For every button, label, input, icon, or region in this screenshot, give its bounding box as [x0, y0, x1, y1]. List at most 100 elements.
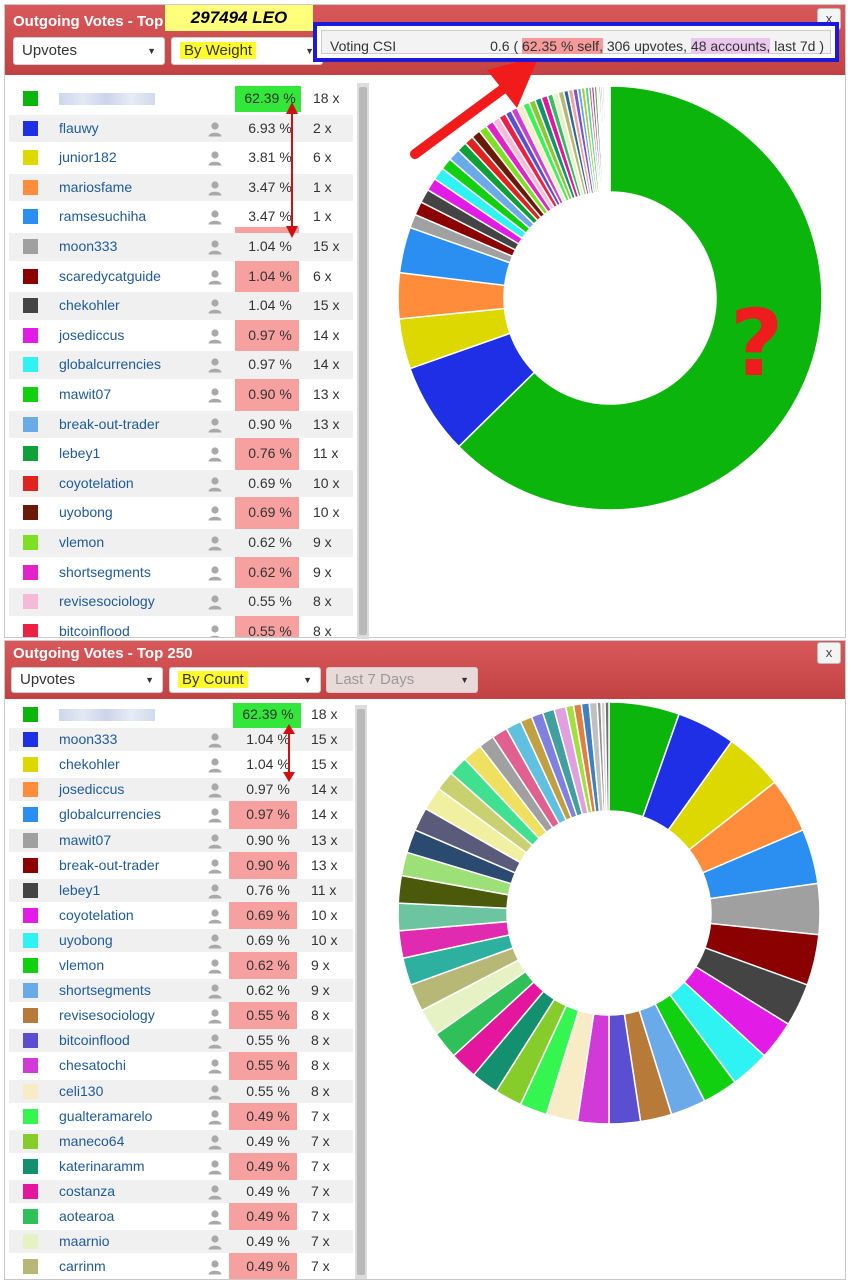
list-item[interactable]: uyobong 0.69 % 10 x	[9, 928, 353, 952]
list-item[interactable]: scaredycatguide 1.04 % 6 x	[9, 263, 353, 291]
list-item[interactable]: costanza 0.49 % 7 x	[9, 1179, 353, 1203]
account-name-link[interactable]: coyotelation	[59, 906, 134, 923]
account-name-link[interactable]: maarnio	[59, 1233, 110, 1250]
account-name-link[interactable]: junior182	[59, 149, 117, 166]
account-name-link[interactable]: josediccus	[59, 781, 125, 798]
account-name-link[interactable]: break-out-trader	[59, 856, 160, 873]
account-name-link[interactable]: shortsegments	[59, 982, 151, 999]
list-item[interactable]: revisesociology 0.55 % 8 x	[9, 1004, 353, 1027]
user-icon[interactable]	[207, 565, 223, 581]
bottom-list-scroll-thumb[interactable]	[357, 709, 365, 1275]
account-name-link[interactable]: vlemon	[59, 534, 105, 550]
user-icon[interactable]	[207, 1058, 223, 1074]
list-item[interactable]: mawit07 0.90 % 13 x	[9, 381, 353, 409]
account-name-link[interactable]: josediccus	[59, 326, 125, 343]
account-name-link[interactable]: celi130	[59, 1082, 104, 1099]
account-name-link[interactable]: bitcoinflood	[59, 1032, 130, 1049]
account-name-link[interactable]: gualteramarelo	[59, 1107, 153, 1124]
bottom-vote-type-select[interactable]: Upvotes ▼	[11, 667, 163, 693]
list-item[interactable]: katerinaramm 0.49 % 7 x	[9, 1155, 353, 1178]
top-sort-select[interactable]: By Weight ▼	[171, 37, 323, 65]
account-name-link[interactable]: uyobong	[59, 931, 113, 948]
account-name-link[interactable]: flauwy	[59, 119, 99, 136]
user-icon[interactable]	[207, 209, 223, 225]
list-item[interactable]: flauwy 6.93 % 2 x	[9, 114, 353, 143]
list-item[interactable]: maarnio 0.49 % 7 x	[9, 1230, 353, 1254]
user-icon[interactable]	[207, 1184, 223, 1200]
list-item[interactable]: break-out-trader 0.90 % 13 x	[9, 854, 353, 877]
list-item[interactable]: 62.39 % 18 x	[9, 85, 353, 113]
list-item[interactable]: vlemon 0.62 % 9 x	[9, 529, 353, 557]
user-icon[interactable]	[207, 1033, 223, 1049]
list-item[interactable]: uyobong 0.69 % 10 x	[9, 499, 353, 527]
list-item[interactable]: shortsegments 0.62 % 9 x	[9, 979, 353, 1003]
list-item[interactable]: shortsegments 0.62 % 9 x	[9, 559, 353, 587]
user-icon[interactable]	[207, 505, 223, 521]
user-icon[interactable]	[207, 983, 223, 999]
user-icon[interactable]	[207, 624, 223, 637]
user-icon[interactable]	[207, 417, 223, 433]
list-item[interactable]: chesatochi 0.55 % 8 x	[9, 1054, 353, 1077]
user-icon[interactable]	[207, 357, 223, 373]
account-name-link[interactable]: revisesociology	[59, 593, 155, 610]
user-icon[interactable]	[207, 732, 223, 748]
user-icon[interactable]	[207, 269, 223, 285]
user-icon[interactable]	[207, 446, 223, 462]
top-vote-type-select[interactable]: Upvotes ▼	[13, 37, 165, 65]
bottom-sort-select[interactable]: By Count ▼	[169, 667, 321, 693]
bottom-list-scrollbar[interactable]	[355, 705, 367, 1279]
list-item[interactable]: aotearoa 0.49 % 7 x	[9, 1205, 353, 1228]
user-icon[interactable]	[207, 958, 223, 974]
user-icon[interactable]	[207, 535, 223, 551]
account-name-link[interactable]: chekohler	[59, 756, 120, 773]
user-icon[interactable]	[207, 1134, 223, 1150]
list-item[interactable]: celi130 0.55 % 8 x	[9, 1079, 353, 1103]
account-name-link[interactable]: moon333	[59, 731, 118, 748]
user-icon[interactable]	[207, 387, 223, 403]
user-icon[interactable]	[207, 239, 223, 255]
list-item[interactable]: 62.39 % 18 x	[9, 703, 353, 728]
user-icon[interactable]	[207, 298, 223, 314]
account-name-link[interactable]: maneco64	[59, 1132, 125, 1149]
list-item[interactable]: ramsesuchiha 3.47 % 1 x	[9, 203, 353, 231]
list-item[interactable]: globalcurrencies 0.97 % 14 x	[9, 351, 353, 379]
account-name-link[interactable]: moon333	[59, 238, 118, 254]
account-name-link[interactable]: globalcurrencies	[59, 356, 161, 373]
list-item[interactable]: junior182 3.81 % 6 x	[9, 144, 353, 172]
account-name-link[interactable]: chekohler	[59, 297, 120, 314]
list-item[interactable]: josediccus 0.97 % 14 x	[9, 778, 353, 802]
user-icon[interactable]	[207, 594, 223, 610]
account-name-link[interactable]: ramsesuchiha	[59, 208, 147, 225]
list-item[interactable]: mariosfame 3.47 % 1 x	[9, 173, 353, 202]
user-icon[interactable]	[207, 782, 223, 798]
account-name-link[interactable]: shortsegments	[59, 563, 151, 580]
bottom-period-select[interactable]: Last 7 Days ▼	[326, 667, 478, 693]
account-name-link[interactable]: vlemon	[59, 957, 105, 973]
user-icon[interactable]	[207, 328, 223, 344]
list-item[interactable]: mawit07 0.90 % 13 x	[9, 828, 353, 852]
account-name-link[interactable]: scaredycatguide	[59, 267, 161, 284]
account-name-link[interactable]: bitcoinflood	[59, 622, 130, 637]
account-name-link[interactable]: katerinaramm	[59, 1157, 145, 1174]
list-item[interactable]: globalcurrencies 0.97 % 14 x	[9, 803, 353, 826]
list-item[interactable]: josediccus 0.97 % 14 x	[9, 322, 353, 350]
user-icon[interactable]	[207, 121, 223, 137]
list-item[interactable]: maneco64 0.49 % 7 x	[9, 1129, 353, 1153]
list-item[interactable]: chekohler 1.04 % 15 x	[9, 753, 353, 776]
user-icon[interactable]	[207, 476, 223, 492]
list-item[interactable]: carrinm 0.49 % 7 x	[9, 1255, 353, 1278]
user-icon[interactable]	[207, 1008, 223, 1024]
account-name-link[interactable]: revisesociology	[59, 1007, 155, 1024]
list-item[interactable]: moon333 1.04 % 15 x	[9, 233, 353, 261]
account-name-link[interactable]: globalcurrencies	[59, 806, 161, 823]
account-name-link[interactable]: lebey1	[59, 445, 101, 462]
bottom-close-button[interactable]: x	[817, 642, 841, 664]
list-item[interactable]: chekohler 1.04 % 15 x	[9, 292, 353, 320]
user-icon[interactable]	[207, 757, 223, 773]
list-item[interactable]: bitcoinflood 0.55 % 8 x	[9, 1029, 353, 1053]
account-name-link[interactable]: break-out-trader	[59, 415, 160, 432]
list-item[interactable]: lebey1 0.76 % 11 x	[9, 440, 353, 468]
list-item[interactable]: coyotelation 0.69 % 10 x	[9, 904, 353, 927]
account-name-link[interactable]: carrinm	[59, 1258, 106, 1275]
user-icon[interactable]	[207, 858, 223, 874]
